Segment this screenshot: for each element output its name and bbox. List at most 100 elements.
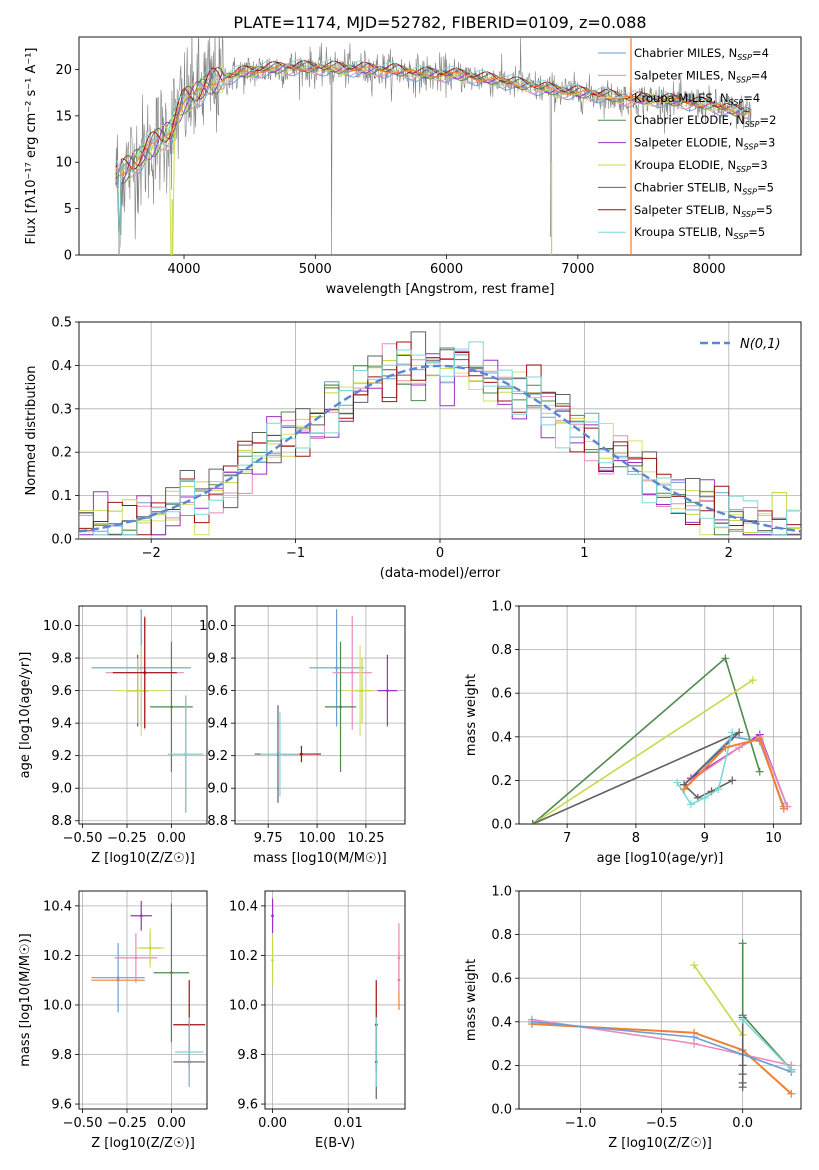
y-axis-label: age [log10(age/yr)]	[18, 652, 33, 779]
x-tick-label: 1	[580, 546, 588, 561]
marker-kroupa_stelib	[673, 778, 682, 787]
legend-label: Kroupa MILES, NSSP=4	[634, 91, 760, 107]
y-tick-label: 0.6	[491, 687, 512, 702]
marker-model	[787, 1089, 796, 1098]
model-spectrum-salpeter_elodie	[115, 63, 750, 255]
weight-line-salpeter_miles	[531, 1018, 792, 1067]
weight-line-model	[683, 737, 785, 810]
y-tick-label: 9.4	[207, 717, 228, 732]
marker-kroupa_stelib	[700, 793, 709, 802]
y-tick-label: 10	[55, 156, 72, 171]
axes-frame	[78, 890, 208, 1110]
marker-chabrier_elodie	[738, 939, 747, 948]
legend-label: Salpeter STELIB, NSSP=5	[634, 203, 773, 219]
axes-frame	[518, 890, 802, 1110]
data-point-salpeter_elodie	[386, 689, 389, 692]
x-tick-label: 0.00	[157, 831, 186, 846]
legend-text: =4	[743, 91, 760, 105]
data-point-kroupa_elodie	[136, 689, 140, 692]
plot-area	[91, 609, 204, 813]
histogram-kroupa_stelib	[79, 341, 801, 539]
x-tick-label: −0.5	[646, 1116, 678, 1131]
x-tick-label: 8	[632, 831, 640, 846]
y-tick-label: 0.8	[491, 643, 512, 658]
x-tick-label: 10.00	[298, 831, 335, 846]
best-fit-spectrum	[115, 64, 750, 177]
y-tick-label: 0.0	[51, 533, 72, 548]
x-tick-label: 10.25	[347, 831, 384, 846]
x-axis-label: wavelength [Angstrom, rest frame]	[326, 282, 555, 297]
x-tick-label: −1.0	[565, 1116, 597, 1131]
x-tick-label: 0.00	[258, 1116, 287, 1131]
legend-subscript: SSP	[734, 232, 749, 241]
legend-text: Kroupa ELODIE, N	[634, 158, 736, 172]
normal-curve	[79, 364, 801, 533]
legend-label: Chabrier STELIB, NSSP=5	[634, 180, 774, 196]
legend-text: Salpeter ELODIE, N	[634, 136, 744, 150]
marker-kroupa_stelib	[728, 728, 737, 737]
legend-text: Chabrier STELIB, N	[634, 180, 742, 194]
marker-model	[721, 743, 730, 752]
legend-subscript: SSP	[741, 210, 756, 219]
y-tick-label: 9.0	[207, 782, 228, 797]
weight-line-kroupa_elodie	[693, 964, 744, 1036]
legend-label: Salpeter ELODIE, NSSP=3	[634, 136, 775, 152]
data-point-salpeter_elodie	[271, 914, 274, 918]
x-tick-label: 7000	[561, 262, 594, 277]
data-point-model	[116, 978, 120, 982]
y-tick-label: 9.2	[207, 749, 228, 764]
y-axis-label: mass weight	[464, 959, 479, 1041]
data-point-salpeter_miles	[350, 671, 354, 675]
panel-5: −0.50 −0.25 0.00 9.6 9.8 10.0 10.2 10.4 Z [log10…	[18, 890, 208, 1151]
legend-subscript: SSP	[729, 98, 744, 107]
weight-line-model	[531, 1023, 792, 1095]
y-tick-label: 5	[64, 202, 72, 217]
legend-subscript: SSP	[745, 120, 760, 129]
x-tick-label: −0.50	[63, 1116, 103, 1131]
axes-frame	[78, 605, 208, 825]
marker-kroupa_stelib	[787, 1065, 796, 1074]
y-tick-label: 10.4	[229, 899, 258, 914]
y-tick-label: 0.0	[491, 1103, 512, 1118]
legend-label: Chabrier ELODIE, NSSP=2	[634, 113, 776, 129]
y-tick-label: 10.0	[199, 619, 228, 634]
model-spectrum-kroupa_stelib	[115, 59, 751, 255]
plot-area	[271, 898, 401, 1100]
y-tick-label: 10.4	[43, 899, 72, 914]
legend-label: Kroupa ELODIE, NSSP=3	[634, 158, 768, 174]
legend-text: =4	[751, 68, 768, 82]
plot-area	[79, 331, 801, 539]
data-point-kroupa_elodie	[271, 958, 274, 962]
legend-text: Salpeter STELIB, N	[634, 203, 741, 217]
marker-model	[680, 785, 689, 794]
panel-2: −0.50 −0.25 0.00 8.8 9.0 9.2 9.4 9.6 9.8 10.0 Z [l…	[18, 605, 208, 866]
legend-text: Salpeter MILES, N	[634, 68, 736, 82]
weight-line-kroupa_elodie	[532, 679, 754, 824]
data-point-chabrier_elodie	[170, 705, 173, 709]
legend-subscript: SSP	[744, 143, 759, 152]
y-tick-label: 1.0	[491, 600, 512, 615]
y-tick-label: 10.2	[229, 949, 258, 964]
data-point-salpeter_elodie	[139, 914, 143, 918]
y-tick-label: 10.2	[43, 949, 72, 964]
marker-chabrier_miles	[690, 1033, 699, 1042]
weight-line-chabrier_miles	[531, 1021, 792, 1073]
legend-text: =3	[751, 158, 768, 172]
x-axis-label: Z [log10(Z/Z☉)]	[91, 851, 195, 866]
axes-frame	[518, 605, 802, 825]
data-point-kroupa_stelib	[374, 1050, 378, 1054]
y-tick-label: 0.2	[51, 446, 72, 461]
x-tick-label: 6000	[430, 262, 463, 277]
y-tick-label: 9.6	[51, 1098, 72, 1113]
panel-7: −1.0 −0.5 0.0 0.0 0.2 0.4 0.6 0.8 1.0 Z [log10(Z/…	[464, 885, 802, 1151]
x-tick-label: 5000	[299, 262, 332, 277]
axes-frame	[78, 321, 802, 540]
y-tick-label: 0.2	[491, 774, 512, 789]
panel-6: 0.00 0.01 9.6 9.8 10.0 10.2 10.4 E(B-V)	[229, 890, 406, 1151]
data-point-chabrier_elodie	[170, 971, 173, 975]
plot-area	[254, 609, 398, 803]
plot-area	[527, 939, 796, 1098]
data-point-chabrier_miles	[335, 666, 339, 670]
axes-frame	[78, 36, 802, 256]
marker-chabrier_stelib	[728, 776, 737, 785]
